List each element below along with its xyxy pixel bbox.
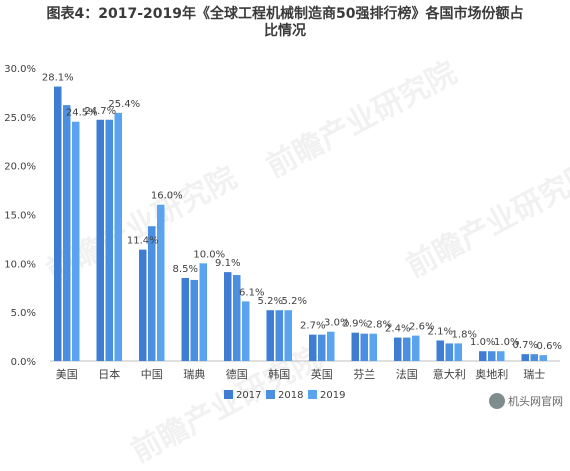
data-label: 24.5% xyxy=(66,108,98,119)
bar-2017 xyxy=(224,272,232,361)
x-tick-label: 意大利 xyxy=(433,367,466,381)
y-tick-label: 5.0% xyxy=(11,308,36,319)
bar-2019 xyxy=(114,112,122,361)
bar-chart: 0.0% 5.0% 10.0% 15.0% 20.0% 25.0% 30.0% 美国 28.1%… xyxy=(4,64,562,401)
x-tick-label: 日本 xyxy=(98,367,120,381)
bar-2019 xyxy=(242,301,250,361)
bar-2019 xyxy=(497,351,505,361)
bar-2019 xyxy=(199,263,207,361)
x-tick-label: 法国 xyxy=(396,367,418,381)
bar-2019 xyxy=(284,310,292,361)
legend-swatch xyxy=(266,390,275,399)
bar-2018 xyxy=(488,351,496,361)
y-tick-label: 15.0% xyxy=(4,211,36,222)
x-tick-label: 芬兰 xyxy=(353,368,375,381)
x-tick-label: 美国 xyxy=(56,368,78,381)
data-label: 0.6% xyxy=(537,341,562,352)
data-label: 0.7% xyxy=(513,340,538,351)
bar-2019 xyxy=(369,333,377,361)
data-label: 6.1% xyxy=(239,287,264,298)
data-label: 5.2% xyxy=(258,296,283,307)
y-tick-label: 30.0% xyxy=(4,64,36,75)
bar-2018 xyxy=(105,119,113,361)
chart-area: 0.0% 5.0% 10.0% 15.0% 20.0% 25.0% 30.0% 美国 28.1%… xyxy=(4,64,562,401)
bar-2018 xyxy=(318,334,326,361)
data-label: 2.9% xyxy=(343,319,368,330)
bar-2019 xyxy=(539,355,547,361)
data-label: 1.0% xyxy=(470,337,495,348)
data-label: 8.5% xyxy=(173,264,198,275)
legend-label: 2017 xyxy=(236,390,261,401)
source-badge: 机头网官网 xyxy=(486,391,566,411)
data-label: 5.2% xyxy=(282,296,307,307)
bar-2018 xyxy=(148,226,156,361)
bar-2018 xyxy=(190,279,198,361)
data-label: 1.0% xyxy=(494,337,519,348)
bar-2018 xyxy=(445,343,453,361)
bar-2017 xyxy=(96,119,104,361)
bar-2017 xyxy=(54,86,62,361)
bar-2017 xyxy=(266,310,274,361)
data-label: 1.8% xyxy=(452,329,477,340)
bar-2018 xyxy=(63,105,71,361)
data-label: 28.1% xyxy=(42,73,74,84)
bar-2018 xyxy=(403,337,411,361)
bar-2017 xyxy=(181,277,189,361)
y-tick-label: 25.0% xyxy=(4,113,36,124)
x-tick-label: 中国 xyxy=(141,368,163,381)
bar-2019 xyxy=(412,335,420,361)
x-tick-label: 韩国 xyxy=(268,367,290,381)
data-label: 2.4% xyxy=(385,324,410,335)
badge-text: 机头网官网 xyxy=(508,395,563,408)
bar-2018 xyxy=(360,333,368,361)
legend-swatch xyxy=(308,390,317,399)
badge-icon xyxy=(489,393,505,409)
bar-2017 xyxy=(351,332,359,361)
bar-2019 xyxy=(72,121,80,361)
bar-2017 xyxy=(479,351,487,361)
data-label: 24.7% xyxy=(84,106,116,117)
bar-2019 xyxy=(157,204,165,361)
bar-2018 xyxy=(275,310,283,361)
bar-2017 xyxy=(309,334,317,361)
data-label: 16.0% xyxy=(151,191,183,202)
data-label: 25.4% xyxy=(108,99,140,110)
bar-2019 xyxy=(327,331,335,361)
data-label: 9.1% xyxy=(215,258,240,269)
bar-2019 xyxy=(454,343,462,361)
data-label: 2.8% xyxy=(367,320,392,331)
bar-2017 xyxy=(521,354,529,361)
data-label: 2.7% xyxy=(300,321,325,332)
bar-2017 xyxy=(436,340,444,361)
x-tick-label: 瑞士 xyxy=(523,367,545,381)
bar-2018 xyxy=(530,354,538,361)
x-tick-label: 英国 xyxy=(311,367,333,381)
x-tick-label: 瑞典 xyxy=(183,367,205,381)
legend-label: 2018 xyxy=(278,390,303,401)
data-label: 3.0% xyxy=(324,318,349,329)
legend-label: 2019 xyxy=(320,390,345,401)
x-tick-label: 奥地利 xyxy=(475,367,508,381)
bar-2017 xyxy=(139,249,147,361)
legend-swatch xyxy=(224,390,233,399)
y-tick-label: 20.0% xyxy=(4,162,36,173)
bar-2017 xyxy=(394,337,402,361)
y-tick-label: 0.0% xyxy=(11,357,36,368)
data-label: 10.0% xyxy=(193,249,225,260)
x-tick-label: 德国 xyxy=(226,367,248,381)
data-label: 2.1% xyxy=(428,326,453,337)
data-label: 2.6% xyxy=(409,322,434,333)
data-label: 11.4% xyxy=(127,236,159,247)
chart-title: 图表4：2017-2019年《全球工程机械制造商50强排行榜》各国市场份额占 比… xyxy=(46,6,524,39)
y-tick-label: 10.0% xyxy=(4,259,36,270)
bar-2018 xyxy=(233,275,241,361)
